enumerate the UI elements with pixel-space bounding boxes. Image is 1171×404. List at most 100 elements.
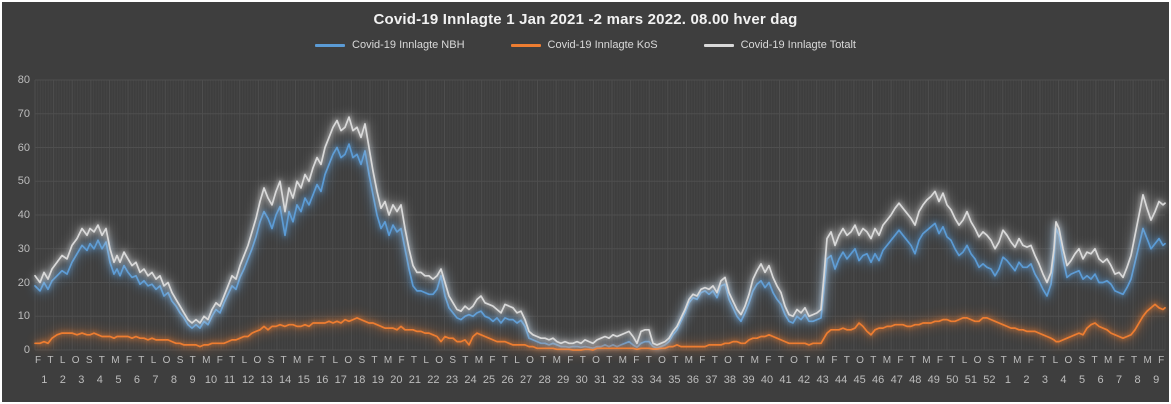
x-axis-week-number: 42	[797, 374, 811, 386]
x-axis-day-letter: T	[98, 355, 105, 366]
legend-item-nbh[interactable]: Covid-19 Innlagte NBH	[315, 39, 465, 51]
x-axis-day-letter: S	[85, 355, 93, 366]
legend-line-swatch-kos	[510, 43, 541, 47]
x-axis-week-number: 5	[115, 374, 122, 386]
x-axis-week-number: 36	[686, 374, 699, 386]
x-axis-day-letter: M	[1143, 355, 1152, 366]
x-axis-week-number: 32	[612, 374, 625, 386]
x-axis-week-number: 4	[1060, 374, 1067, 386]
x-axis-day-letter: T	[1131, 355, 1138, 366]
x-axis-day-letter: O	[344, 355, 353, 366]
x-axis-day-letter: S	[987, 355, 995, 366]
x-axis-week-number: 3	[78, 374, 85, 386]
legend-label: Covid-19 Innlagte KoS	[547, 39, 658, 51]
x-axis-day-letter: L	[241, 355, 248, 366]
x-axis-day-letter: F	[398, 355, 405, 366]
legend-label: Covid-19 Innlagte Totalt	[740, 39, 856, 51]
x-axis-day-letter: T	[1091, 355, 1098, 366]
x-axis-day-letter: T	[645, 355, 652, 366]
x-axis-week-number: 5	[1078, 374, 1086, 386]
x-axis-day-letter: T	[1000, 355, 1007, 366]
x-axis-day-letter: T	[949, 355, 956, 366]
x-axis-week-number: 19	[371, 374, 384, 386]
x-axis-week-number: 50	[946, 374, 959, 386]
x-axis-day-letter: L	[514, 355, 520, 366]
x-axis-week-numbers: 1 2 3 4 5 6 7 8 9 10 11 12 13 14 15 16 17 18 19 20 21 22 23 24 2…	[35, 374, 1165, 386]
x-axis-day-letter: M	[552, 355, 561, 366]
x-axis-week-number: 10	[204, 374, 218, 386]
y-axis-tick-label: 10	[17, 310, 30, 323]
x-axis-day-letter: F	[1158, 355, 1165, 366]
x-axis-day-letter: M	[618, 355, 627, 366]
x-axis-week-number: 18	[353, 374, 366, 386]
x-axis-day-letter: F	[307, 355, 314, 366]
x-axis-week-number: 9	[1153, 374, 1160, 386]
x-axis-day-letter: T	[777, 355, 784, 366]
x-axis-week-number: 12	[241, 374, 255, 386]
y-axis-tick-label: 20	[17, 276, 30, 289]
x-axis-week-number: 9	[189, 374, 196, 386]
x-axis-day-letter: M	[202, 355, 211, 366]
x-axis-week-number: 2	[59, 374, 66, 386]
x-axis-day-letter: F	[567, 355, 574, 366]
x-axis-week-number: 38	[723, 374, 737, 386]
legend-item-kos[interactable]: Covid-19 Innlagte KoS	[510, 39, 658, 51]
x-axis-week-number: 17	[334, 374, 347, 386]
x-axis-day-letter: L	[1052, 355, 1059, 366]
x-axis-week-number: 2	[1023, 374, 1030, 386]
x-axis-day-letter: F	[765, 355, 772, 366]
x-axis-week-number: 40	[760, 374, 774, 386]
x-axis-week-number: 25	[482, 374, 496, 386]
x-axis-week-number: 8	[170, 374, 178, 386]
x-axis-week-number: 41	[779, 374, 792, 386]
x-axis-day-letter: S	[449, 355, 456, 366]
x-axis-day-letter: F	[831, 355, 838, 366]
y-axis-tick-label: 80	[17, 74, 30, 86]
legend-label: Covid-19 Innlagte NBH	[352, 39, 465, 51]
x-axis-day-letter: M	[922, 355, 931, 366]
x-axis-day-letter: O	[658, 355, 666, 366]
chart-title: Covid-19 Innlagte 1 Jan 2021 -2 mars 202…	[373, 11, 798, 28]
x-axis-day-letter: O	[1064, 355, 1073, 366]
x-axis-week-number: 11	[223, 374, 236, 386]
x-axis-week-number: 7	[1116, 374, 1123, 386]
y-axis-tick-label: 30	[17, 242, 30, 255]
x-axis-week-number: 39	[742, 374, 755, 386]
x-axis-week-number: 29	[557, 374, 570, 386]
x-axis-day-letter: F	[633, 355, 640, 366]
x-axis-day-letter: T	[371, 355, 378, 366]
x-axis-day-letter: T	[1040, 355, 1047, 366]
x-axis-week-number: 37	[705, 374, 718, 386]
x-axis-week-number: 15	[297, 374, 310, 386]
legend-item-totalt[interactable]: Covid-19 Innlagte Totalt	[703, 39, 856, 51]
x-axis-day-letter: T	[229, 355, 236, 366]
x-axis-week-number: 34	[649, 374, 662, 386]
x-axis-day-letter: F	[216, 355, 223, 366]
x-axis-week-number: 1	[41, 374, 48, 386]
x-axis-day-letter: O	[856, 355, 864, 366]
chart-plot-area	[30, 79, 1169, 355]
chart-legend: Covid-19 Innlagte NBH Covid-19 Innlagte …	[2, 39, 1169, 51]
y-axis-tick-label: 50	[17, 175, 30, 188]
x-axis-day-letter: T	[843, 355, 850, 366]
x-axis-week-number: 6	[133, 374, 140, 386]
x-axis-day-letter: F	[699, 355, 706, 366]
x-axis-day-letter: L	[59, 355, 66, 366]
x-axis-week-number: 14	[279, 374, 292, 386]
x-axis-day-letter: F	[125, 355, 132, 366]
x-axis-day-letter: M	[383, 355, 393, 366]
x-axis-day-letter: T	[804, 355, 811, 366]
x-axis-day-letter: M	[292, 355, 302, 366]
x-axis-week-number: 52	[983, 374, 996, 386]
x-axis-week-number: 30	[575, 374, 588, 386]
x-axis-day-letter: T	[138, 355, 145, 366]
x-axis-week-number: 47	[890, 374, 903, 386]
x-axis-day-letter: T	[579, 355, 586, 366]
y-axis-tick-label: 70	[17, 107, 30, 120]
x-axis-day-letter: L	[150, 355, 157, 366]
x-axis-day-letter: O	[253, 355, 262, 366]
x-axis-day-letter: T	[870, 355, 877, 366]
x-axis-day-letter: M	[1013, 355, 1022, 366]
x-axis-week-number: 16	[316, 374, 329, 386]
